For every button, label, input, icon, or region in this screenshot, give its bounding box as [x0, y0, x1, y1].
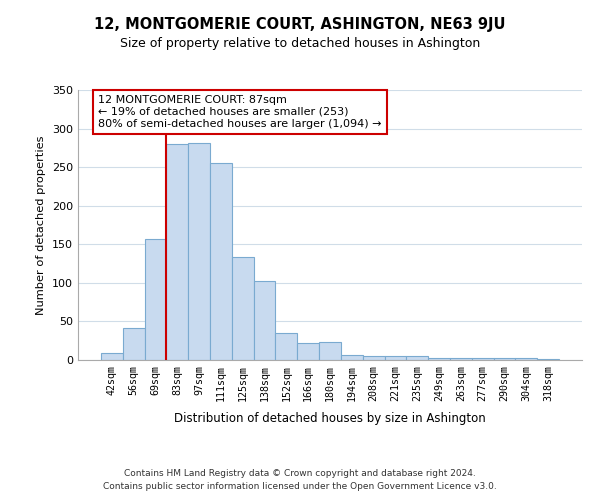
Y-axis label: Number of detached properties: Number of detached properties — [37, 135, 46, 315]
Bar — [494, 358, 515, 360]
Bar — [319, 342, 341, 360]
Bar — [188, 143, 210, 360]
X-axis label: Distribution of detached houses by size in Ashington: Distribution of detached houses by size … — [174, 412, 486, 425]
Text: 12, MONTGOMERIE COURT, ASHINGTON, NE63 9JU: 12, MONTGOMERIE COURT, ASHINGTON, NE63 9… — [94, 18, 506, 32]
Bar — [166, 144, 188, 360]
Bar — [472, 358, 494, 360]
Bar — [428, 358, 450, 360]
Bar — [363, 356, 385, 360]
Text: 12 MONTGOMERIE COURT: 87sqm
← 19% of detached houses are smaller (253)
80% of se: 12 MONTGOMERIE COURT: 87sqm ← 19% of det… — [98, 96, 382, 128]
Bar — [254, 280, 275, 360]
Bar — [101, 353, 123, 360]
Text: Contains public sector information licensed under the Open Government Licence v3: Contains public sector information licen… — [103, 482, 497, 491]
Bar — [123, 328, 145, 360]
Bar — [406, 356, 428, 360]
Bar — [210, 162, 232, 360]
Text: Contains HM Land Registry data © Crown copyright and database right 2024.: Contains HM Land Registry data © Crown c… — [124, 468, 476, 477]
Text: Size of property relative to detached houses in Ashington: Size of property relative to detached ho… — [120, 38, 480, 51]
Bar — [145, 239, 166, 360]
Bar — [341, 354, 363, 360]
Bar — [537, 359, 559, 360]
Bar — [385, 356, 406, 360]
Bar — [515, 358, 537, 360]
Bar — [297, 343, 319, 360]
Bar — [450, 358, 472, 360]
Bar — [275, 333, 297, 360]
Bar — [232, 258, 254, 360]
